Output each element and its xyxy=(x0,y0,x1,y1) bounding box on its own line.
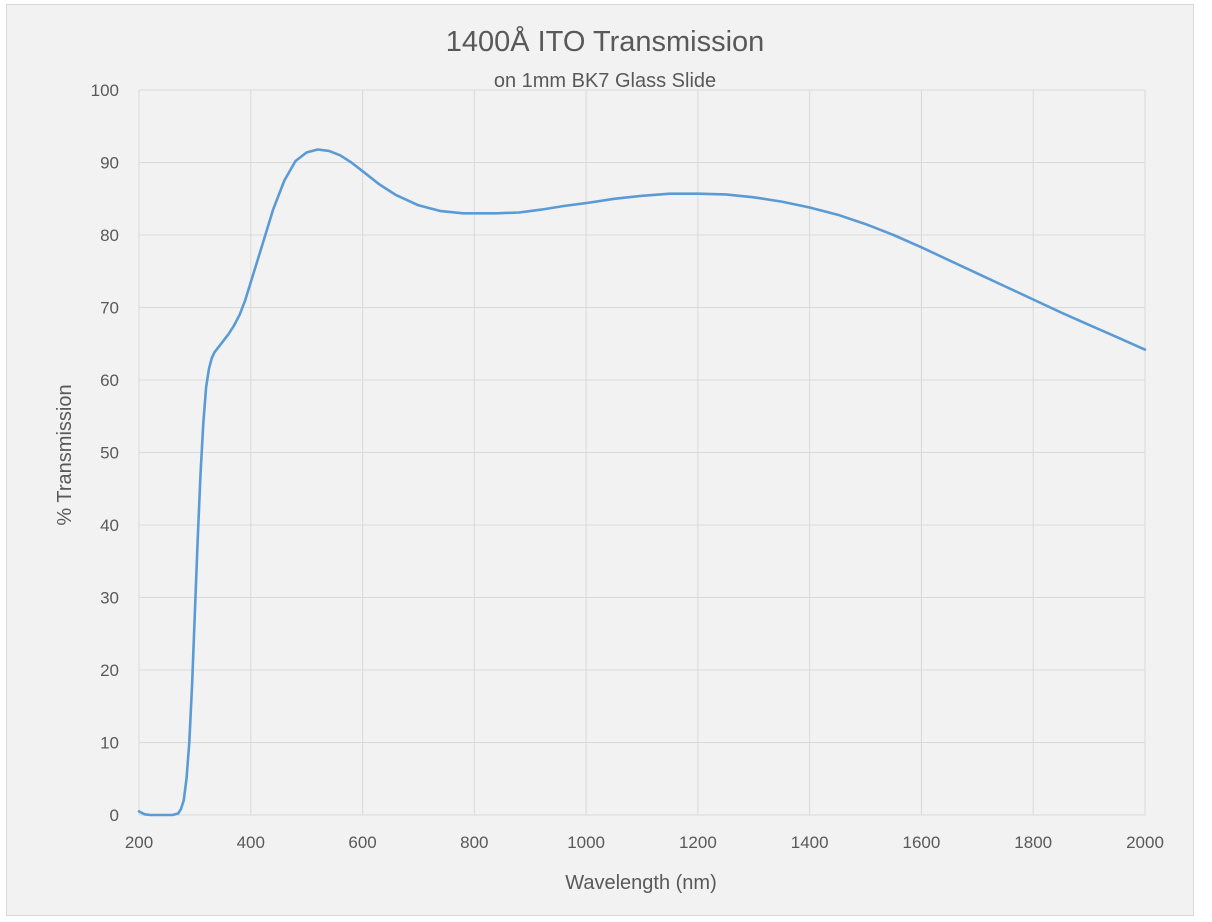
x-tick-label: 1400 xyxy=(791,833,829,852)
transmission-series-line xyxy=(137,148,1147,817)
x-tick-label: 200 xyxy=(125,833,153,852)
axis-tick-labels: 0 10 20 30 40 50 60 70 80 90 100 200 400 600 800 1000 12… xyxy=(91,81,1164,852)
line-chart: 1400Å ITO Transmission on 1mm BK7 Glass … xyxy=(54,25,1164,894)
y-tick-label: 10 xyxy=(100,734,119,753)
series-layer xyxy=(137,148,1147,817)
x-tick-label: 1600 xyxy=(903,833,941,852)
y-tick-label: 90 xyxy=(100,154,119,173)
x-tick-label: 800 xyxy=(460,833,488,852)
y-tick-label: 80 xyxy=(100,226,119,245)
y-tick-label: 40 xyxy=(100,516,119,535)
x-tick-label: 1200 xyxy=(679,833,717,852)
chart-area: 1400Å ITO Transmission on 1mm BK7 Glass … xyxy=(6,4,1194,916)
y-tick-label: 20 xyxy=(100,661,119,680)
x-tick-label: 400 xyxy=(237,833,265,852)
y-tick-label: 50 xyxy=(100,444,119,463)
y-tick-label: 60 xyxy=(100,371,119,390)
y-tick-label: 70 xyxy=(100,299,119,318)
x-tick-label: 1000 xyxy=(567,833,605,852)
y-axis-title: % Transmission xyxy=(54,384,76,525)
chart-subtitle: on 1mm BK7 Glass Slide xyxy=(494,70,716,92)
x-tick-label: 2000 xyxy=(1126,833,1164,852)
x-tick-label: 1800 xyxy=(1014,833,1052,852)
gridlines xyxy=(138,89,1146,816)
x-axis-title: Wavelength (nm) xyxy=(565,872,717,894)
y-tick-label: 100 xyxy=(91,81,119,100)
x-tick-label: 600 xyxy=(348,833,376,852)
y-tick-label: 30 xyxy=(100,589,119,608)
chart-title: 1400Å ITO Transmission xyxy=(446,25,765,58)
y-tick-label: 0 xyxy=(110,806,119,825)
